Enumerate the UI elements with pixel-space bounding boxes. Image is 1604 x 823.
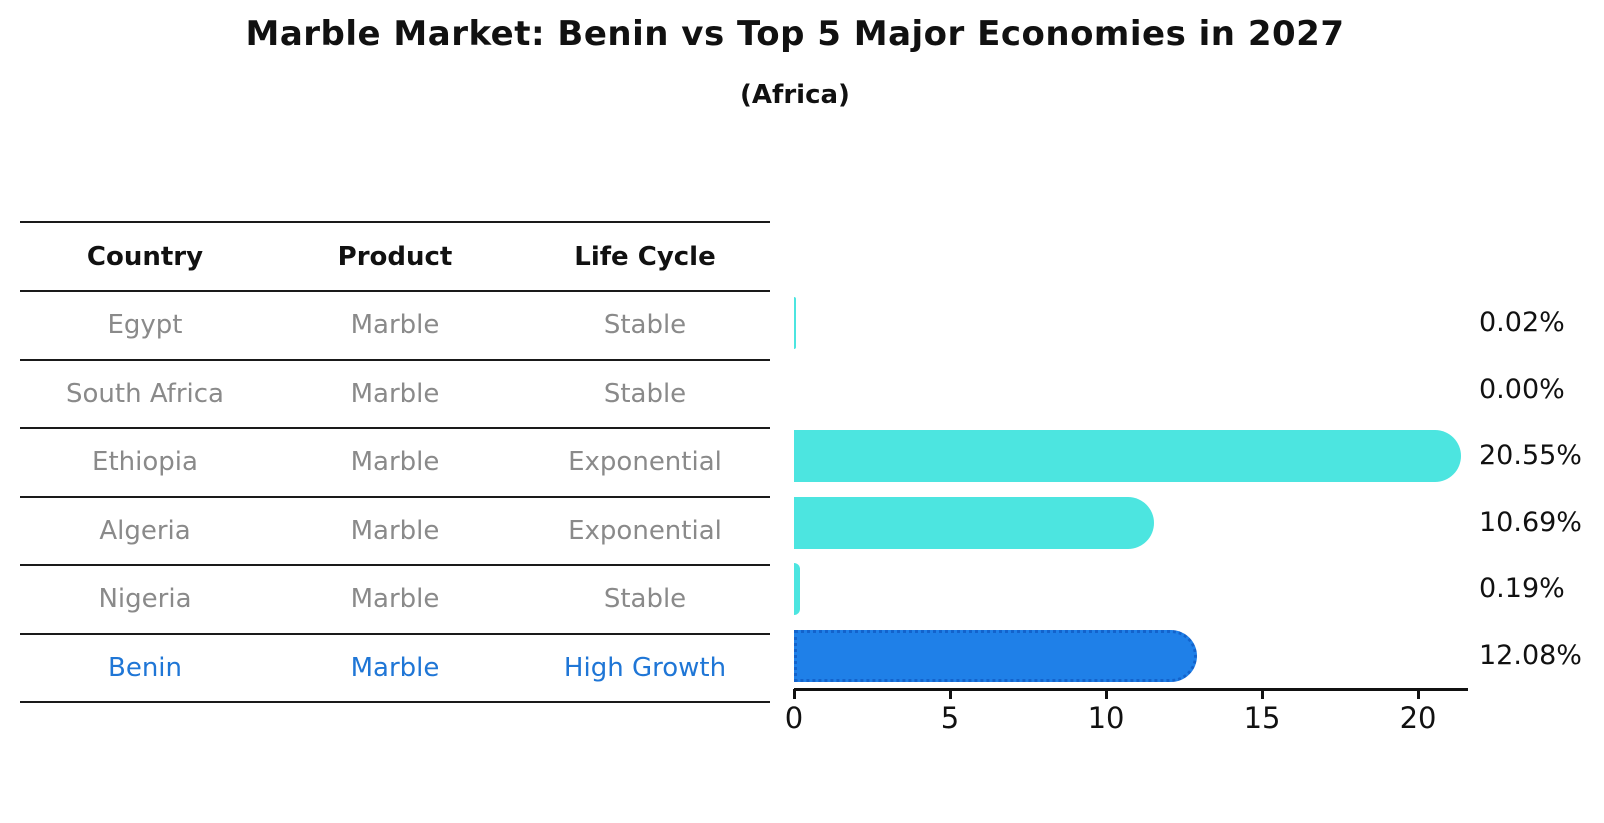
- table-cell-life-cycle: Exponential: [568, 515, 722, 546]
- x-tick-label: 15: [1243, 701, 1281, 735]
- x-tick: [948, 689, 952, 699]
- x-tick-label: 10: [1087, 701, 1125, 735]
- value-label-benin: 12.08%: [1479, 639, 1582, 671]
- table-cell-country: Benin: [107, 652, 182, 683]
- x-tick: [1416, 689, 1420, 699]
- table-cell-country: South Africa: [66, 378, 224, 409]
- table-cell-country: Egypt: [107, 310, 183, 341]
- column-header-life-cycle: Life Cycle: [574, 241, 716, 272]
- x-tick-label: 5: [940, 701, 960, 735]
- table-header-row: Country Product Life Cycle: [20, 221, 770, 292]
- bar-plot: 0 5 10 15 20: [785, 290, 1468, 735]
- table-row-ethiopia: Ethiopia Marble Exponential: [20, 429, 770, 498]
- column-header-product: Product: [337, 241, 453, 272]
- value-label-algeria: 10.69%: [1479, 506, 1582, 538]
- table-cell-product: Marble: [350, 447, 440, 478]
- x-tick-label: 20: [1399, 701, 1437, 735]
- table-cell-life-cycle: Stable: [603, 584, 687, 615]
- table-row-benin: Benin Marble High Growth: [20, 635, 770, 703]
- table-cell-product: Marble: [350, 652, 440, 683]
- value-label-nigeria: 0.19%: [1479, 573, 1565, 604]
- table-row-algeria: Algeria Marble Exponential: [20, 498, 770, 566]
- value-label-south-africa: 0.00%: [1479, 373, 1565, 405]
- table-cell-product: Marble: [350, 515, 440, 546]
- table-row-nigeria: Nigeria Marble Stable: [20, 566, 770, 635]
- bar-nigeria: [794, 563, 800, 616]
- table-body: Egypt Marble Stable South Africa Marble Stabl…: [20, 292, 770, 703]
- value-label-ethiopia: 20.55%: [1479, 440, 1582, 471]
- table-row-egypt: Egypt Marble Stable: [20, 292, 770, 361]
- table-cell-life-cycle: Stable: [603, 378, 687, 409]
- table-cell-country: Algeria: [99, 515, 191, 546]
- bar-algeria: [794, 496, 1154, 549]
- bar-benin: [794, 629, 1197, 682]
- table-cell-product: Marble: [350, 584, 440, 615]
- table-cell-country: Ethiopia: [92, 447, 198, 478]
- column-header-country: Country: [86, 241, 204, 272]
- bar-ethiopia: [794, 430, 1462, 483]
- x-tick: [792, 689, 796, 699]
- table-cell-product: Marble: [350, 378, 440, 409]
- country-table: Country Product Life Cycle Egypt Marble St…: [20, 221, 770, 703]
- x-tick: [1260, 689, 1264, 699]
- x-axis-line: [794, 688, 1468, 691]
- table-cell-life-cycle: Stable: [603, 310, 687, 341]
- table-cell-country: Nigeria: [98, 584, 192, 615]
- chart-title: Marble Market: Benin vs Top 5 Major Econ…: [245, 14, 1345, 54]
- x-tick: [1104, 689, 1108, 699]
- table-cell-life-cycle: Exponential: [568, 447, 722, 478]
- x-tick-label: 0: [784, 701, 804, 735]
- table-cell-life-cycle: High Growth: [563, 652, 727, 683]
- chart-subtitle: (Africa): [740, 80, 850, 110]
- table-row-south-africa: South Africa Marble Stable: [20, 361, 770, 429]
- value-label-egypt: 0.02%: [1479, 307, 1565, 338]
- bar-egypt: [794, 297, 796, 350]
- table-cell-product: Marble: [350, 310, 440, 341]
